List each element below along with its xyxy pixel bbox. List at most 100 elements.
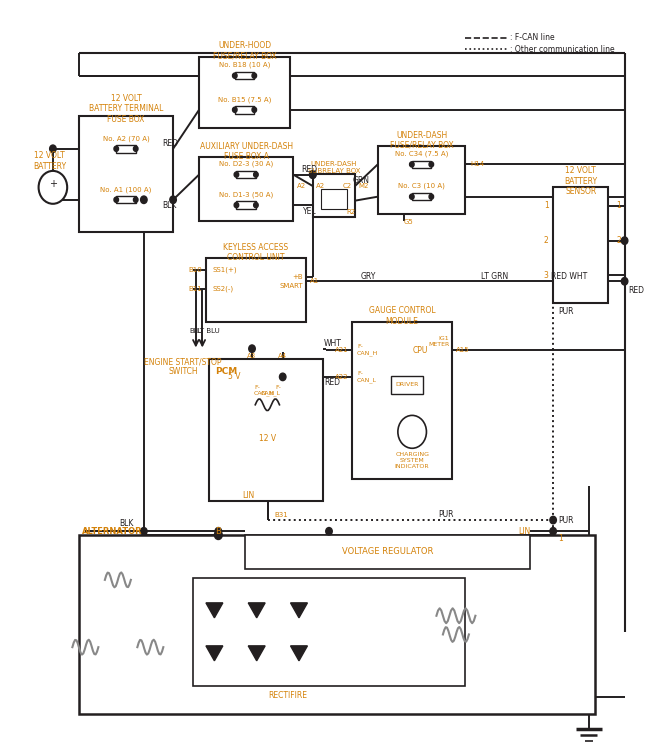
Circle shape	[326, 528, 332, 535]
Circle shape	[550, 528, 557, 535]
Text: No. A2 (70 A): No. A2 (70 A)	[103, 135, 149, 141]
Circle shape	[621, 237, 628, 244]
Text: KEYLESS ACCESS
CONTROL UNIT: KEYLESS ACCESS CONTROL UNIT	[223, 243, 288, 262]
Circle shape	[215, 528, 222, 535]
Circle shape	[252, 107, 257, 113]
Text: +B: +B	[292, 274, 303, 280]
Text: 12 VOLT
BATTERY TERMINAL
FUSE BOX: 12 VOLT BATTERY TERMINAL FUSE BOX	[89, 94, 163, 124]
Text: B10: B10	[189, 267, 202, 273]
Bar	[235, 72, 254, 79]
Text: YEL: YEL	[303, 206, 316, 215]
Circle shape	[280, 373, 286, 380]
Text: GAUGE CONTROL
MODULE: GAUGE CONTROL MODULE	[368, 306, 436, 326]
Bar	[205, 259, 306, 322]
Text: A15: A15	[456, 347, 469, 353]
Text: No. D2-3 (30 A): No. D2-3 (30 A)	[219, 161, 273, 167]
Circle shape	[134, 146, 138, 151]
Text: UNDER-DASH
SUBRELAY BOX: UNDER-DASH SUBRELAY BOX	[308, 161, 360, 175]
Text: VOLTAGE REGULATOR: VOLTAGE REGULATOR	[342, 547, 433, 556]
Bar	[116, 145, 136, 153]
Text: RED: RED	[324, 378, 340, 387]
Text: 2: 2	[544, 236, 549, 245]
Text: 2: 2	[617, 236, 621, 245]
Text: A22: A22	[335, 374, 349, 380]
Text: A1: A1	[309, 278, 318, 284]
Text: DRIVER: DRIVER	[395, 383, 418, 387]
Bar	[245, 535, 530, 569]
Text: PUR: PUR	[438, 510, 453, 519]
Text: RED: RED	[162, 139, 178, 148]
Circle shape	[409, 194, 414, 200]
Text: GRY: GRY	[361, 271, 376, 280]
Text: F-
CAN_L: F- CAN_L	[357, 371, 377, 383]
Text: CHARGING
SYSTEM
INDICATOR: CHARGING SYSTEM INDICATOR	[395, 452, 430, 469]
Circle shape	[134, 197, 138, 203]
Text: No. B18 (10 A): No. B18 (10 A)	[219, 62, 270, 69]
Text: : F-CAN line: : F-CAN line	[509, 33, 554, 42]
Text: A4: A4	[278, 352, 288, 358]
Polygon shape	[248, 603, 265, 618]
Circle shape	[114, 197, 118, 203]
Bar	[236, 171, 256, 178]
Text: A3: A3	[247, 352, 257, 358]
Circle shape	[252, 73, 257, 79]
Text: R2: R2	[347, 209, 356, 215]
Text: SMART: SMART	[280, 283, 303, 289]
Text: UNDER-HOOD
FUSE/RELAY BOX: UNDER-HOOD FUSE/RELAY BOX	[213, 41, 276, 60]
Text: B11: B11	[189, 286, 202, 292]
Circle shape	[253, 203, 258, 208]
Bar	[236, 201, 256, 209]
Polygon shape	[206, 603, 223, 618]
Text: A21: A21	[335, 347, 349, 353]
Bar	[235, 106, 254, 113]
Text: ALTERNATOR: ALTERNATOR	[82, 527, 143, 536]
Circle shape	[114, 146, 118, 151]
Polygon shape	[248, 646, 265, 661]
Text: 1: 1	[544, 201, 549, 210]
Text: 12 V: 12 V	[259, 434, 276, 443]
Text: PCM: PCM	[215, 367, 238, 376]
Circle shape	[232, 107, 237, 113]
Text: : Other communication line: : Other communication line	[509, 45, 614, 54]
Circle shape	[429, 194, 434, 200]
Circle shape	[409, 162, 414, 167]
Circle shape	[170, 196, 176, 203]
Text: A2: A2	[316, 183, 325, 189]
Text: +: +	[49, 178, 57, 188]
Text: LIN: LIN	[243, 491, 255, 500]
Bar	[378, 146, 465, 213]
Text: 12 VOLT
BATTERY
SENSOR: 12 VOLT BATTERY SENSOR	[564, 166, 597, 197]
Text: B: B	[215, 527, 221, 536]
Text: PUR: PUR	[559, 307, 574, 316]
Text: ENGINE START/STOP
SWITCH: ENGINE START/STOP SWITCH	[144, 357, 222, 376]
Text: LT GRN: LT GRN	[481, 271, 508, 280]
Bar	[79, 116, 173, 232]
Text: AUXILIARY UNDER-DASH
FUSE BOX A: AUXILIARY UNDER-DASH FUSE BOX A	[199, 142, 293, 161]
Text: F-
CAN_L: F- CAN_L	[261, 385, 281, 396]
Text: SS1(+): SS1(+)	[212, 267, 237, 273]
Circle shape	[232, 73, 237, 79]
Circle shape	[39, 171, 67, 204]
Text: PUR: PUR	[559, 516, 574, 525]
Text: BLK: BLK	[120, 519, 134, 528]
Bar	[79, 535, 595, 714]
Polygon shape	[206, 646, 223, 661]
Bar	[553, 187, 609, 303]
Text: BLU: BLU	[189, 328, 203, 334]
Polygon shape	[291, 646, 307, 661]
Text: F-
CAN_H: F- CAN_H	[254, 385, 275, 396]
Circle shape	[309, 171, 316, 178]
Circle shape	[249, 345, 255, 352]
Circle shape	[234, 172, 239, 177]
Text: IG1
METER: IG1 METER	[428, 336, 449, 346]
Circle shape	[309, 171, 316, 178]
Text: M2: M2	[358, 183, 368, 189]
Text: No. B15 (7.5 A): No. B15 (7.5 A)	[218, 96, 271, 103]
Text: RED WHT: RED WHT	[551, 271, 588, 280]
Bar	[352, 322, 453, 479]
Text: LT BLU: LT BLU	[197, 328, 220, 334]
Circle shape	[234, 203, 239, 208]
Text: F-
CAN_H: F- CAN_H	[357, 345, 378, 356]
Text: 1: 1	[617, 201, 621, 210]
Text: RED: RED	[628, 286, 644, 295]
